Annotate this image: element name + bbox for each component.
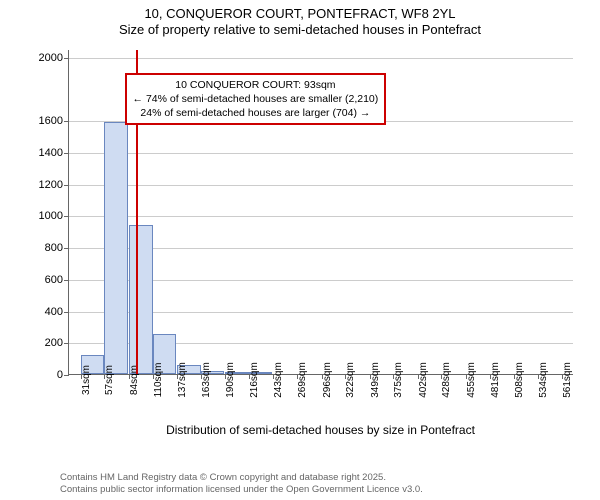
y-tick-label: 800 <box>45 242 63 254</box>
y-tick-label: 1600 <box>39 115 63 127</box>
grid-line <box>69 185 573 186</box>
x-tick-label: 57sqm <box>104 365 115 395</box>
y-tick-label: 2000 <box>39 52 63 64</box>
y-tick-mark <box>64 280 69 281</box>
histogram-bar <box>129 225 153 374</box>
x-tick-label: 110sqm <box>153 363 164 398</box>
x-axis-title: Distribution of semi-detached houses by … <box>68 423 573 437</box>
grid-line <box>69 58 573 59</box>
x-tick-label: 84sqm <box>129 365 140 395</box>
annotation-line: 10 CONQUEROR COURT: 93sqm <box>133 78 379 92</box>
y-tick-mark <box>64 153 69 154</box>
x-tick-label: 31sqm <box>81 365 92 395</box>
plot-area: 02004006008001000120014001600200031sqm57… <box>68 50 573 375</box>
y-tick-mark <box>64 312 69 313</box>
grid-line <box>69 153 573 154</box>
y-tick-mark <box>64 216 69 217</box>
annotation-line: 24% of semi-detached houses are larger (… <box>133 106 379 120</box>
footer-line-1: Contains HM Land Registry data © Crown c… <box>60 472 423 484</box>
annotation-box: 10 CONQUEROR COURT: 93sqm← 74% of semi-d… <box>125 73 387 126</box>
y-tick-label: 1000 <box>39 210 63 222</box>
x-tick-label: 349sqm <box>370 362 381 398</box>
x-tick-label: 481sqm <box>490 362 501 398</box>
x-tick-label: 243sqm <box>273 362 284 398</box>
y-tick-label: 1200 <box>39 179 63 191</box>
x-tick-label: 296sqm <box>322 362 333 398</box>
y-tick-mark <box>64 121 69 122</box>
x-tick-label: 269sqm <box>297 362 308 398</box>
chart-container: 0 200 400 600 800 1000 1200 1400 1600 2000 31sqm 57… <box>0 40 600 440</box>
y-tick-mark <box>64 58 69 59</box>
y-tick-label: 200 <box>45 337 63 349</box>
x-tick-label: 534sqm <box>538 362 549 398</box>
y-tick-mark <box>64 343 69 344</box>
x-tick-label: 402sqm <box>418 362 429 398</box>
y-tick-label: 0 <box>57 369 63 381</box>
y-tick-label: 400 <box>45 306 63 318</box>
x-tick-label: 455sqm <box>466 362 477 398</box>
x-tick-label: 561sqm <box>562 362 573 398</box>
histogram-bar <box>104 122 128 374</box>
x-tick-label: 163sqm <box>201 362 212 398</box>
y-tick-label: 1400 <box>39 147 63 159</box>
x-tick-label: 322sqm <box>345 362 356 398</box>
y-tick-mark <box>64 375 69 376</box>
x-tick-label: 428sqm <box>441 362 452 398</box>
footer-line-2: Contains public sector information licen… <box>60 484 423 496</box>
title-main: 10, CONQUEROR COURT, PONTEFRACT, WF8 2YL <box>0 6 600 21</box>
x-tick-label: 137sqm <box>177 362 188 398</box>
title-sub: Size of property relative to semi-detach… <box>0 22 600 37</box>
x-tick-label: 190sqm <box>225 362 236 398</box>
y-tick-label: 600 <box>45 274 63 286</box>
y-tick-mark <box>64 185 69 186</box>
x-tick-label: 375sqm <box>393 362 404 398</box>
footer-attribution: Contains HM Land Registry data © Crown c… <box>60 472 423 496</box>
chart-titles: 10, CONQUEROR COURT, PONTEFRACT, WF8 2YL… <box>0 0 600 37</box>
y-tick-mark <box>64 248 69 249</box>
annotation-line: ← 74% of semi-detached houses are smalle… <box>133 92 379 106</box>
grid-line <box>69 216 573 217</box>
x-tick-label: 216sqm <box>249 362 260 398</box>
x-tick-label: 508sqm <box>514 362 525 398</box>
